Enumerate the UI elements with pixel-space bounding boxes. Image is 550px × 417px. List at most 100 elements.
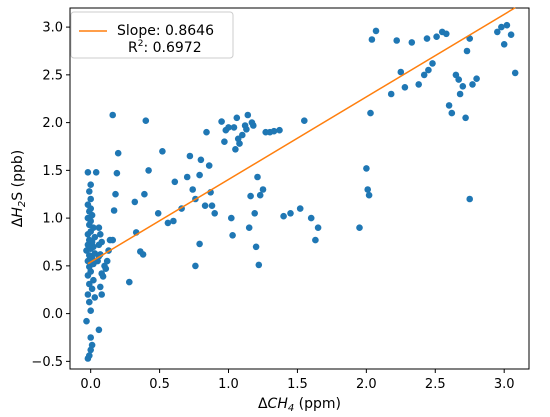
data-point: [236, 140, 243, 147]
data-point: [250, 122, 257, 129]
plot-area-frame: [70, 8, 529, 369]
x-tick-label: 2.5: [425, 377, 446, 392]
data-point: [209, 202, 216, 209]
data-point: [239, 132, 246, 139]
data-point: [192, 263, 199, 270]
data-point: [97, 231, 104, 238]
data-point: [87, 334, 94, 341]
data-point: [429, 60, 436, 67]
data-point: [469, 81, 476, 88]
x-tick-label: 1.5: [287, 377, 308, 392]
data-point: [87, 307, 94, 314]
data-point: [276, 127, 283, 134]
data-point: [297, 205, 304, 212]
data-point: [92, 294, 99, 301]
y-tick-label: 1.5: [42, 164, 63, 179]
data-point: [98, 291, 105, 298]
data-point: [424, 35, 431, 42]
data-point: [211, 210, 218, 217]
data-point: [145, 167, 152, 174]
data-point: [109, 112, 116, 119]
data-point: [83, 318, 90, 325]
data-point: [140, 251, 147, 258]
data-point: [196, 241, 203, 248]
data-point: [232, 146, 239, 153]
data-point: [141, 191, 148, 198]
data-point: [87, 181, 94, 188]
data-point: [388, 91, 395, 98]
x-tick-label: 3.0: [494, 377, 515, 392]
data-point: [234, 115, 241, 122]
legend: Slope: 0.8646 R2: 0.6972: [71, 12, 233, 58]
data-point: [100, 273, 107, 280]
data-point: [308, 215, 315, 222]
data-point: [251, 210, 258, 217]
data-point: [184, 174, 191, 181]
data-point: [229, 232, 236, 239]
data-point: [86, 299, 93, 306]
x-axis-label: ΔCH4 (ppm): [258, 396, 341, 414]
data-point: [462, 115, 469, 122]
data-point: [245, 112, 252, 119]
data-point: [203, 129, 210, 136]
data-point: [501, 41, 508, 48]
data-point: [363, 165, 370, 172]
data-point: [508, 31, 515, 38]
data-point: [86, 352, 93, 359]
data-point: [253, 244, 260, 251]
x-tick-label: 0.0: [80, 377, 101, 392]
data-point: [312, 237, 319, 244]
data-point: [104, 258, 111, 265]
data-point: [402, 84, 409, 91]
x-tick-label: 1.0: [218, 377, 239, 392]
data-point: [446, 102, 453, 109]
y-tick-label: −0.5: [31, 355, 63, 370]
data-point: [254, 174, 261, 181]
data-point: [221, 138, 228, 145]
data-point: [143, 117, 150, 124]
data-point: [103, 265, 110, 272]
data-point: [202, 202, 209, 209]
data-point: [98, 239, 105, 246]
data-point: [114, 170, 121, 177]
data-point: [315, 224, 322, 231]
data-point: [247, 193, 254, 200]
data-point: [367, 110, 374, 117]
data-point: [373, 28, 380, 35]
data-point: [257, 192, 264, 199]
data-point: [473, 75, 480, 82]
data-point: [443, 31, 450, 38]
data-point: [85, 201, 92, 208]
data-point: [170, 218, 177, 225]
data-point: [409, 39, 416, 46]
data-point: [126, 279, 133, 286]
data-point: [512, 70, 519, 77]
data-point: [301, 117, 308, 124]
data-point: [87, 196, 94, 203]
x-tick-label: 0.5: [149, 377, 170, 392]
data-point: [96, 224, 103, 231]
data-point: [189, 186, 196, 193]
y-axis-label: ΔH2S (ppb): [10, 150, 28, 227]
data-point: [457, 91, 464, 98]
data-point: [155, 210, 162, 217]
data-point: [97, 284, 104, 291]
data-point: [366, 192, 373, 199]
data-point: [196, 172, 203, 179]
data-point: [112, 191, 119, 198]
data-point: [85, 291, 92, 298]
data-point: [356, 224, 363, 231]
data-point: [255, 262, 262, 269]
data-point: [115, 150, 122, 157]
data-point: [228, 215, 235, 222]
data-point: [504, 22, 511, 29]
data-point: [425, 67, 432, 74]
data-point: [187, 153, 194, 160]
data-point: [243, 126, 250, 133]
data-point: [172, 179, 179, 186]
data-point: [93, 169, 100, 176]
data-point: [460, 83, 467, 90]
data-point: [198, 157, 205, 164]
scatter-points: [83, 22, 518, 362]
